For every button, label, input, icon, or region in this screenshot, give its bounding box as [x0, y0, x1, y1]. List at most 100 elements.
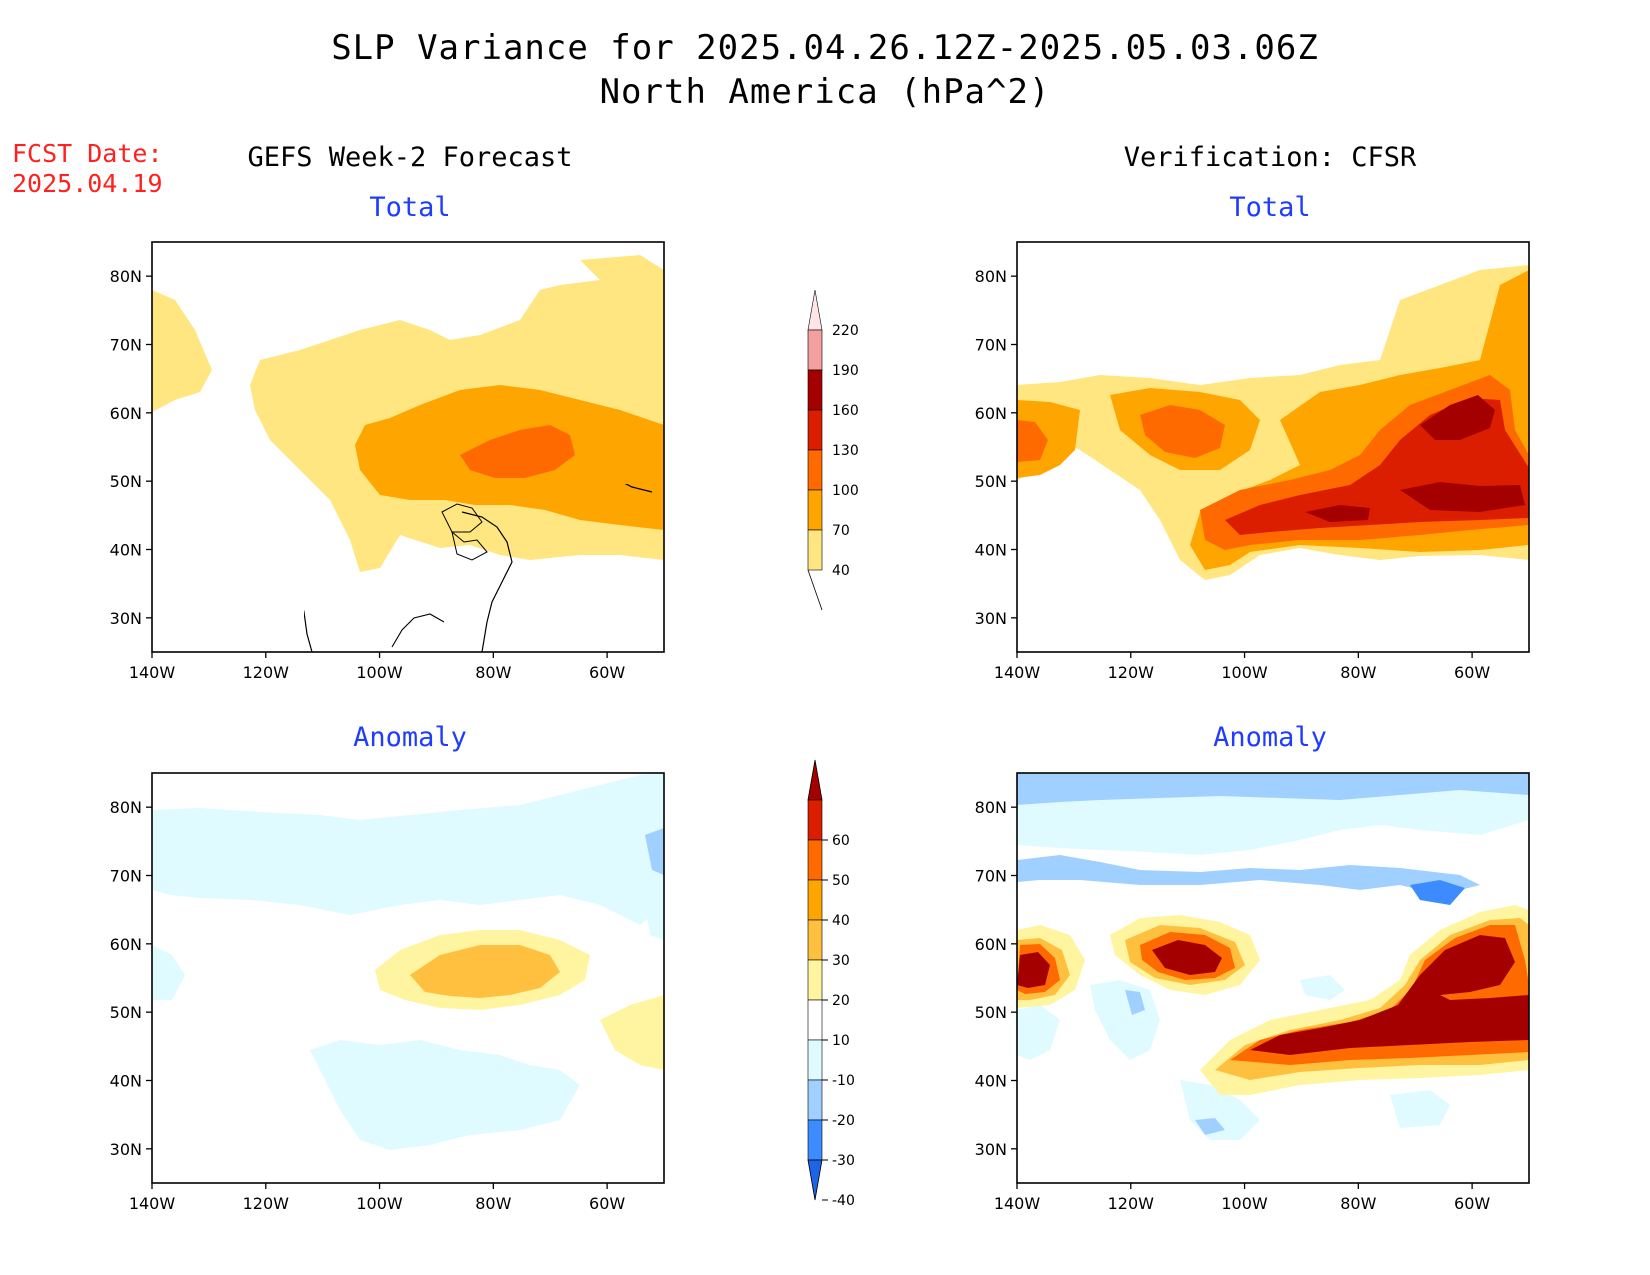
colorbar-segment [807, 1039, 823, 1081]
lat-tick-label: 40N [975, 541, 1007, 560]
contour-fill [310, 1040, 580, 1150]
contour-fill [1250, 935, 1529, 1055]
panel-title-verification-anomaly: Anomaly [1213, 722, 1327, 753]
lon-tick-label: 80W [1340, 1194, 1376, 1213]
colorbar-segment [807, 449, 823, 491]
colorbar-segment [807, 879, 823, 921]
colorbar-segment [807, 799, 823, 841]
lat-tick-label: 50N [110, 1003, 142, 1022]
colorbar-segment [807, 999, 823, 1041]
contour-fill [1090, 980, 1160, 1060]
lon-tick-label: 120W [243, 663, 290, 682]
contour-fill [152, 773, 664, 925]
lat-tick-label: 70N [975, 336, 1007, 355]
lon-tick-label: 100W [1221, 663, 1268, 682]
lon-tick-label: 100W [356, 1194, 403, 1213]
lat-tick-label: 30N [110, 1140, 142, 1159]
colorbar-arrow-top [807, 289, 823, 331]
lat-tick-label: 80N [975, 798, 1007, 817]
contour-fill [1305, 505, 1370, 522]
lat-tick-label: 30N [110, 609, 142, 628]
lon-tick-label: 120W [1108, 1194, 1155, 1213]
lat-tick-label: 50N [975, 472, 1007, 491]
colorbar-label: 40 [832, 563, 850, 579]
lon-tick-label: 140W [994, 663, 1041, 682]
contour-fill [1017, 952, 1050, 988]
contour-fill [152, 290, 212, 412]
lat-tick-label: 50N [110, 472, 142, 491]
map-forecast-anomaly [151, 772, 665, 1184]
lon-tick-label: 140W [129, 1194, 176, 1213]
colorbar-label: -40 [832, 1193, 855, 1209]
contour-fill [1400, 482, 1525, 512]
fcst-date-label: FCST Date: [12, 139, 163, 168]
lon-tick-label: 60W [589, 1194, 625, 1213]
lon-tick-label: 140W [994, 1194, 1041, 1213]
map-forecast-total [151, 241, 665, 653]
colorbar-label: 100 [832, 483, 859, 499]
lon-tick-label: 100W [356, 663, 403, 682]
colorbar-segment [807, 529, 823, 571]
colorbar-label: 190 [832, 363, 859, 379]
contour-fill [1195, 1118, 1225, 1135]
lat-tick-label: 70N [110, 336, 142, 355]
contour-fill [1152, 940, 1222, 975]
colorbar-segment [807, 369, 823, 411]
colorbar-arrow-bottom [807, 1159, 823, 1201]
contour-fill [152, 945, 185, 1000]
colorbar-label: 10 [832, 1033, 850, 1049]
map-verification-total [1016, 241, 1530, 653]
colorbar-segment [807, 329, 823, 371]
contour-fill [460, 425, 575, 478]
panel-title-forecast-total: Total [369, 192, 451, 223]
lat-tick-label: 40N [110, 541, 142, 560]
lon-tick-label: 80W [475, 663, 511, 682]
lon-tick-label: 60W [1454, 1194, 1490, 1213]
lat-tick-label: 30N [975, 1140, 1007, 1159]
lat-tick-label: 80N [110, 798, 142, 817]
panel-title-verification-total: Total [1229, 192, 1311, 223]
colorbar-segment [807, 1119, 823, 1161]
map-verification-anomaly [1016, 772, 1530, 1184]
lat-tick-label: 70N [110, 867, 142, 886]
lat-tick-label: 80N [110, 267, 142, 286]
colorbar-label: 60 [832, 833, 850, 849]
colorbar-segment [807, 409, 823, 451]
axis-labels: 80N 70N 60N 50N 40N 30N 140W 120W 100W 80W 60W 80N 7… [110, 267, 1491, 1213]
colorbar-label: 220 [832, 323, 859, 339]
colorbar-label: 70 [832, 523, 850, 539]
lat-tick-label: 60N [110, 404, 142, 423]
fcst-date-value: 2025.04.19 [12, 169, 163, 198]
colorbar-segment [807, 959, 823, 1001]
main-subtitle: North America (hPa^2) [599, 72, 1051, 112]
lat-tick-label: 30N [975, 609, 1007, 628]
colorbar-label: 50 [832, 873, 850, 889]
lon-tick-label: 80W [475, 1194, 511, 1213]
colorbar-label: -30 [832, 1153, 855, 1169]
lat-tick-label: 50N [975, 1003, 1007, 1022]
colorbar-anomaly: 60 50 40 30 20 10 -10 -20 -30 -40 [807, 759, 855, 1209]
contour-fill [1017, 420, 1048, 462]
colorbar-label: 30 [832, 953, 850, 969]
colorbar-total: 220 190 160 130 100 70 40 [807, 289, 859, 611]
panel-title-forecast-anomaly: Anomaly [353, 722, 467, 753]
contour-fill [600, 995, 664, 1070]
lat-tick-label: 40N [110, 1072, 142, 1091]
lon-tick-label: 140W [129, 663, 176, 682]
contour-fill [1017, 855, 1480, 895]
colorbar-segment [807, 919, 823, 961]
lon-tick-label: 100W [1221, 1194, 1268, 1213]
colorbar-label: 20 [832, 993, 850, 1009]
main-title: SLP Variance for 2025.04.26.12Z-2025.05.… [331, 28, 1319, 68]
column-title-verification: Verification: CFSR [1123, 142, 1417, 173]
colorbar-segment [807, 1079, 823, 1121]
contour-fill [645, 828, 664, 875]
contour-fill [1390, 1090, 1450, 1128]
lat-tick-label: 60N [975, 404, 1007, 423]
colorbar-label: -20 [832, 1113, 855, 1129]
lat-tick-label: 40N [975, 1072, 1007, 1091]
colorbar-label: 130 [832, 443, 859, 459]
colorbar-label: 40 [832, 913, 850, 929]
column-title-forecast: GEFS Week-2 Forecast [247, 142, 573, 173]
